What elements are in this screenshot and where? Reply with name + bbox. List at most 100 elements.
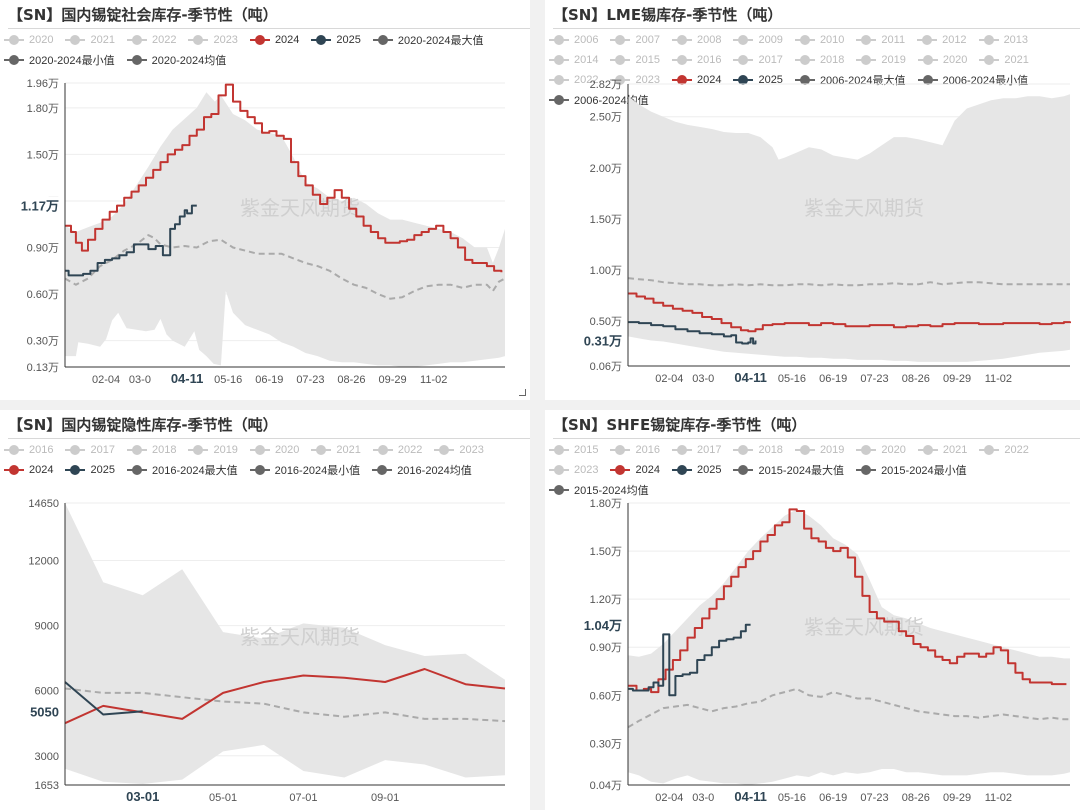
legend-item-2015-2024均值[interactable]: 2015-2024均值 — [549, 480, 649, 500]
legend-item-2015-2024最小值[interactable]: 2015-2024最小值 — [856, 460, 967, 480]
legend-item-2020-2024最小值[interactable]: 2020-2024最小值 — [4, 50, 115, 70]
legend-item-2013[interactable]: 2013 — [978, 30, 1028, 50]
legend-item-2021[interactable]: 2021 — [311, 440, 361, 460]
legend-swatch-icon — [188, 445, 209, 455]
legend-item-2017[interactable]: 2017 — [65, 440, 115, 460]
resize-handle[interactable] — [519, 389, 526, 396]
legend-item-2015[interactable]: 2015 — [549, 440, 598, 460]
chart-panel-lme-inventory: 【SN】LME锡库存-季节性（吨） 2006 2007 2008 2009 2010 20… — [545, 0, 1080, 400]
legend-item-2025[interactable]: 2025 — [65, 460, 115, 480]
legend-swatch-icon — [733, 55, 754, 65]
legend-item-2024[interactable]: 2024 — [249, 30, 299, 50]
legend-label: 2016 — [696, 54, 722, 66]
legend-swatch-icon — [917, 445, 938, 455]
legend-item-2018[interactable]: 2018 — [794, 50, 845, 70]
legend-label: 2021 — [1004, 54, 1029, 66]
legend-item-2023[interactable]: 2023 — [188, 30, 238, 50]
legend-label: 2024 — [696, 74, 722, 86]
legend-swatch-icon — [917, 75, 938, 85]
legend-item-2021[interactable]: 2021 — [65, 30, 115, 50]
legend-label: 2018 — [819, 54, 845, 66]
legend-item-2020[interactable]: 2020 — [4, 30, 53, 50]
legend-item-2020[interactable]: 2020 — [917, 50, 967, 70]
legend-swatch-icon — [549, 465, 569, 475]
y-tick-label: 2.50万 — [590, 112, 622, 124]
y-tick-label: 0.13万 — [27, 362, 59, 374]
legend-item-2025[interactable]: 2025 — [311, 30, 361, 50]
legend-item-2024[interactable]: 2024 — [4, 460, 53, 480]
legend-label: 2016-2024最大值 — [151, 465, 238, 477]
legend-swatch-icon — [65, 445, 86, 455]
legend-swatch-icon — [978, 35, 999, 45]
legend-item-2022[interactable]: 2022 — [549, 70, 598, 90]
legend-swatch-icon — [311, 35, 332, 45]
legend-item-2022[interactable]: 2022 — [126, 30, 176, 50]
legend-item-2024[interactable]: 2024 — [610, 460, 660, 480]
legend-item-2019[interactable]: 2019 — [188, 440, 238, 460]
legend-item-2010[interactable]: 2010 — [794, 30, 844, 50]
legend-item-2023[interactable]: 2023 — [610, 70, 660, 90]
legend-item-2022[interactable]: 2022 — [372, 440, 422, 460]
legend-item-2016[interactable]: 2016 — [610, 440, 660, 460]
legend-item-2023[interactable]: 2023 — [434, 440, 484, 460]
legend-item-2025[interactable]: 2025 — [733, 70, 783, 90]
legend-item-2016-2024均值[interactable]: 2016-2024均值 — [372, 460, 472, 480]
legend-item-2006[interactable]: 2006 — [549, 30, 598, 50]
legend-swatch-icon — [4, 55, 24, 65]
legend-item-2016-2024最大值[interactable]: 2016-2024最大值 — [126, 460, 238, 480]
legend-item-2021[interactable]: 2021 — [979, 50, 1029, 70]
legend-item-2012[interactable]: 2012 — [917, 30, 967, 50]
legend-item-2020[interactable]: 2020 — [249, 440, 299, 460]
x-tick-label: 02-04 — [92, 374, 120, 386]
legend-item-2020-2024均值[interactable]: 2020-2024均值 — [126, 50, 226, 70]
legend-item-2021[interactable]: 2021 — [917, 440, 967, 460]
legend-label: 2020-2024最小值 — [29, 55, 115, 67]
legend-item-2022[interactable]: 2022 — [979, 440, 1029, 460]
chart-legend[interactable]: 2015 2016 2017 2018 2019 2020 2021 2022 2023 2024… — [549, 440, 1074, 500]
y-tick-label: 0.04万 — [590, 780, 622, 792]
x-tick-label: 02-04 — [655, 792, 683, 804]
max-min-band — [65, 92, 505, 368]
legend-swatch-icon — [671, 35, 692, 45]
legend-item-2016[interactable]: 2016 — [4, 440, 53, 460]
y-tick-label: 1.80万 — [27, 103, 59, 115]
chart-legend[interactable]: 2016 2017 2018 2019 2020 2021 2022 2023 2024 2025… — [4, 440, 529, 480]
x-tick-label: 03-01 — [126, 789, 159, 804]
y-tick-label: 1.00万 — [590, 265, 622, 277]
legend-item-2017[interactable]: 2017 — [671, 440, 721, 460]
legend-swatch-icon — [65, 465, 86, 475]
legend-item-2025[interactable]: 2025 — [671, 460, 721, 480]
legend-item-2015[interactable]: 2015 — [610, 50, 660, 70]
legend-item-2016[interactable]: 2016 — [671, 50, 722, 70]
legend-swatch-icon — [917, 35, 938, 45]
chart-legend[interactable]: 2020 2021 2022 2023 2024 2025 2020-2024最大值 2020… — [4, 30, 529, 70]
y-tick-label: 0.60万 — [27, 289, 59, 301]
y-tick-label: 1.20万 — [590, 594, 622, 606]
legend-item-2018[interactable]: 2018 — [733, 440, 783, 460]
legend-swatch-icon — [249, 465, 270, 475]
legend-item-2020[interactable]: 2020 — [856, 440, 906, 460]
title-divider — [8, 28, 530, 29]
legend-item-2017[interactable]: 2017 — [733, 50, 783, 70]
series-2025-line — [65, 204, 197, 277]
legend-label: 2015-2024最大值 — [758, 465, 845, 477]
chart-panel-shfe-inventory: 【SN】SHFE锡锭库存-季节性（吨） 2015 2016 2017 2018 2019… — [545, 410, 1080, 810]
legend-item-2020-2024最大值[interactable]: 2020-2024最大值 — [372, 30, 484, 50]
legend-item-2024[interactable]: 2024 — [671, 70, 722, 90]
legend-item-2014[interactable]: 2014 — [549, 50, 598, 70]
legend-item-2023[interactable]: 2023 — [549, 460, 598, 480]
x-tick-label: 11-02 — [985, 792, 1012, 804]
legend-item-2007[interactable]: 2007 — [610, 30, 660, 50]
legend-swatch-icon — [4, 465, 24, 475]
legend-item-2018[interactable]: 2018 — [126, 440, 176, 460]
x-tick-label: 04-11 — [734, 789, 767, 804]
legend-item-2016-2024最小值[interactable]: 2016-2024最小值 — [249, 460, 360, 480]
legend-item-2011[interactable]: 2011 — [856, 30, 905, 50]
legend-item-2019[interactable]: 2019 — [856, 50, 906, 70]
legend-item-2009[interactable]: 2009 — [733, 30, 783, 50]
x-tick-label: 03-0 — [129, 374, 151, 386]
legend-item-2019[interactable]: 2019 — [794, 440, 844, 460]
legend-item-2015-2024最大值[interactable]: 2015-2024最大值 — [733, 460, 844, 480]
legend-item-2008[interactable]: 2008 — [671, 30, 721, 50]
watermark: 紫金天风期货 — [804, 615, 924, 639]
